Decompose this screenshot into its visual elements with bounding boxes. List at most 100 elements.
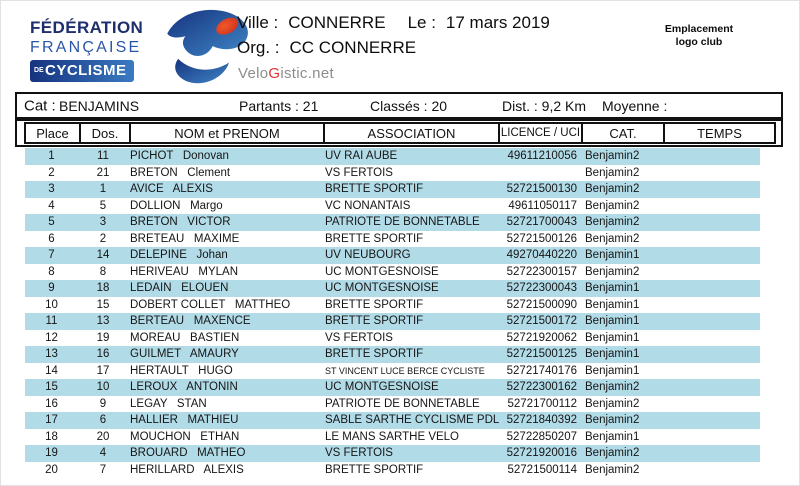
category-cell: Benjamin2 <box>585 463 640 476</box>
name-cell: LEGAY STAN <box>130 397 207 410</box>
licence-cell: 49611050117 <box>508 199 577 212</box>
temps-cell <box>670 148 760 165</box>
place-cell: 2 <box>48 166 55 179</box>
licence-cell: 52721500114 <box>507 463 578 476</box>
category-cell: Benjamin2 <box>585 265 640 278</box>
licence-cell: 52721700043 <box>506 216 577 228</box>
temps-cell <box>670 445 760 462</box>
licence-cell: 52721840392 <box>506 414 577 426</box>
dossard-cell: 7 <box>99 463 107 476</box>
category-cell: Benjamin2 <box>585 150 640 162</box>
category-summary-bar: Cat : BENJAMINS Partants : 21 Classés : … <box>15 92 783 119</box>
licence-cell <box>480 165 577 182</box>
velogistic-pre: Velo <box>238 65 269 82</box>
dossard-cell: 1 <box>99 183 107 195</box>
dossard-cell: 11 <box>97 150 109 162</box>
dossard-cell: 10 <box>96 381 110 393</box>
association-cell: UC MONTGESNOISE <box>325 282 439 294</box>
association-cell: UC MONTGESNOISE <box>325 265 439 278</box>
licence-cell: 52721920016 <box>506 447 577 459</box>
temps-cell <box>670 264 760 281</box>
place-cell: 8 <box>48 265 55 278</box>
dossard-cell: 20 <box>96 430 110 443</box>
dossard-cell: 13 <box>96 315 110 327</box>
dossard-cell: 4 <box>99 447 107 459</box>
ville-value: CONNERRE <box>288 13 386 32</box>
association-cell: VS FERTOIS <box>325 447 393 459</box>
place-cell: 6 <box>48 232 55 245</box>
place-cell: 20 <box>45 463 58 476</box>
category-cell: Benjamin1 <box>585 282 640 294</box>
temps-cell <box>670 165 760 182</box>
category-cell: Benjamin2 <box>585 166 640 179</box>
association-cell: BRETTE SPORTIF <box>325 348 424 360</box>
association-cell: PATRIOTE DE BONNETABLE <box>325 216 480 228</box>
table-row: 5 3 BRETON VICTOR PATRIOTE DE BONNETABLE 527… <box>25 214 760 231</box>
licence-cell: 52721920062 <box>506 331 577 344</box>
temps-cell <box>670 297 760 314</box>
column-header-temps: TEMPS <box>663 122 776 144</box>
table-row: 15 10 LEROUX ANTONIN UC MONTGESNOISE 5272230… <box>25 379 760 396</box>
distance-value: Dist. : 9,2 Km <box>502 97 587 114</box>
place-cell: 19 <box>45 447 58 459</box>
velogistic-watermark: VeloGistic.net <box>238 65 334 82</box>
temps-cell <box>670 280 760 297</box>
name-cell: DOLLION Margo <box>130 199 223 212</box>
ville-line: Ville : CONNERRE Le : 17 mars 2019 <box>237 13 550 33</box>
org-value: CC CONNERRE <box>289 38 417 57</box>
temps-cell <box>670 181 760 198</box>
moyenne-label: Moyenne : <box>602 97 668 114</box>
results-table-body: 1 11 PICHOT Donovan UV RAI AUBE 49611210056 B… <box>25 148 760 478</box>
licence-cell: 52721500090 <box>506 298 577 311</box>
association-cell: SABLE SARTHE CYCLISME PDL <box>325 414 500 426</box>
results-table-header: Place Dos. NOM et PRENOM ASSOCIATION LICENCE… <box>15 119 783 147</box>
name-cell: BROUARD MATHEO <box>130 447 246 459</box>
dossard-cell: 15 <box>96 298 110 311</box>
place-cell: 17 <box>45 414 58 426</box>
association-cell: BRETTE SPORTIF <box>325 298 424 311</box>
column-header-association: ASSOCIATION <box>323 122 500 144</box>
association-cell: UV RAI AUBE <box>325 150 398 162</box>
table-row: 1 11 PICHOT Donovan UV RAI AUBE 49611210056 B… <box>25 148 760 165</box>
licence-cell: 52721500125 <box>506 348 577 360</box>
dossard-cell: 2 <box>99 232 107 245</box>
temps-cell <box>670 313 760 330</box>
dossard-cell: 16 <box>96 348 110 360</box>
name-cell: LEROUX ANTONIN <box>130 381 238 393</box>
table-row: 8 8 HERIVEAU MYLAN UC MONTGESNOISE 527223001… <box>25 264 760 281</box>
place-cell: 3 <box>48 183 55 195</box>
category-cell: Benjamin1 <box>585 364 640 377</box>
licence-cell: 52721500130 <box>506 183 577 195</box>
association-cell: BRETTE SPORTIF <box>325 183 424 195</box>
ffc-logo-text: FÉDÉRATION FRANÇAISE DE CYCLISME <box>30 18 172 82</box>
name-cell: HERTAULT HUGO <box>130 364 233 377</box>
place-cell: 5 <box>48 216 55 228</box>
dossard-cell: 17 <box>96 364 110 377</box>
cat-value: BENJAMINS <box>59 97 140 114</box>
ffc-swoosh-icon <box>167 9 248 84</box>
name-cell: BERTEAU MAXENCE <box>130 315 251 327</box>
table-row: 7 14 DELEPINE Johan UV NEUBOURG 49270440220 B… <box>25 247 760 264</box>
column-header-dos: Dos. <box>79 122 131 144</box>
place-cell: 7 <box>48 249 55 261</box>
club-logo-placeholder: Emplacement logo club <box>640 23 758 49</box>
category-cell: Benjamin2 <box>585 199 640 212</box>
date-label: Le : <box>407 13 436 32</box>
category-cell: Benjamin1 <box>585 430 640 443</box>
licence-cell: 52722300043 <box>506 282 577 294</box>
temps-cell <box>670 462 760 479</box>
table-row: 14 17 HERTAULT HUGO ST VINCENT LUCE BERCE C… <box>25 363 760 380</box>
dossard-cell: 19 <box>96 331 110 344</box>
dossard-cell: 6 <box>99 414 107 426</box>
table-row: 16 9 LEGAY STAN PATRIOTE DE BONNETABLE 52721… <box>25 396 760 413</box>
licence-cell: 49270440220 <box>506 249 577 261</box>
association-cell: UC MONTGESNOISE <box>325 381 439 393</box>
table-row: 10 15 DOBERT COLLET MATTHEO BRETTE SPORTIF 5… <box>25 297 760 314</box>
category-cell: Benjamin1 <box>585 331 640 344</box>
table-row: 11 13 BERTEAU MAXENCE BRETTE SPORTIF 5272150… <box>25 313 760 330</box>
dossard-cell: 21 <box>96 166 110 179</box>
name-cell: MOREAU BASTIEN <box>130 331 240 344</box>
licence-cell: 52722300162 <box>506 381 577 393</box>
classes-value: Classés : 20 <box>370 97 448 114</box>
table-row: 19 4 BROUARD MATHEO VS FERTOIS 52721920016 Be… <box>25 445 760 462</box>
